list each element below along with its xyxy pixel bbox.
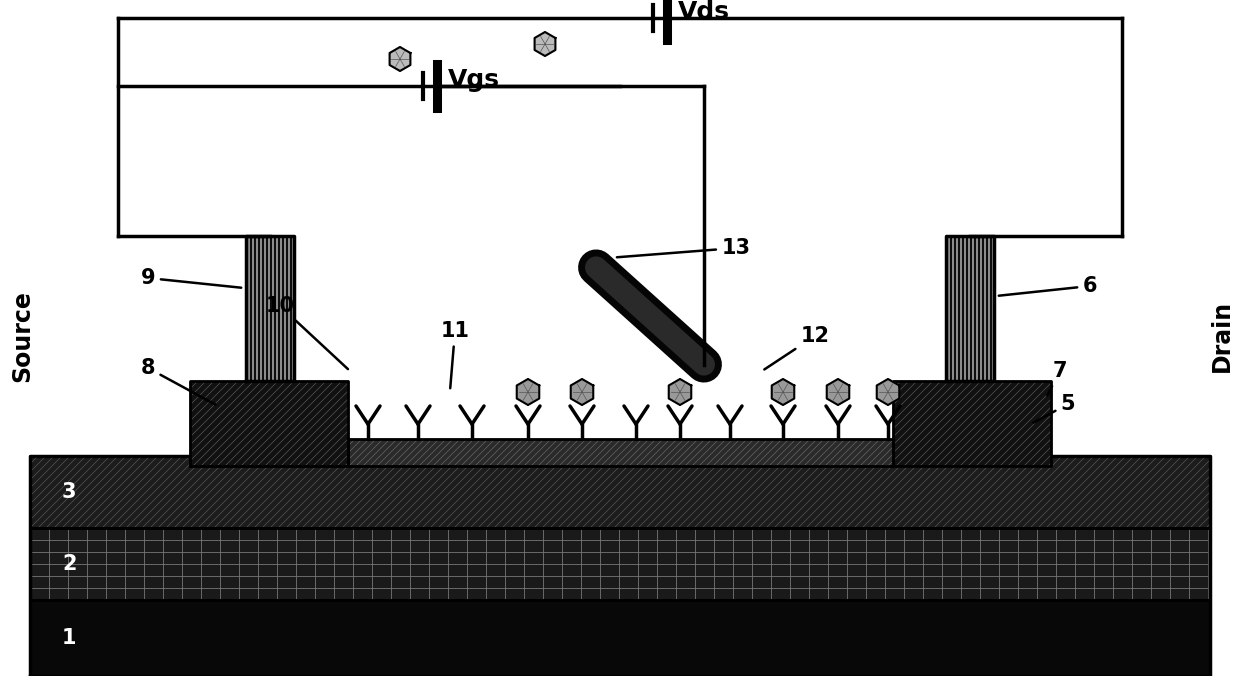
- Text: 7: 7: [1048, 361, 1068, 395]
- Text: 12: 12: [764, 326, 830, 370]
- Text: 5: 5: [1033, 394, 1075, 422]
- Text: 13: 13: [616, 238, 750, 258]
- Text: Vds: Vds: [678, 0, 730, 24]
- Text: Drain: Drain: [1210, 300, 1234, 372]
- Text: 4: 4: [1154, 436, 1169, 456]
- Text: 9: 9: [140, 268, 242, 288]
- Polygon shape: [534, 32, 556, 56]
- Text: 11: 11: [440, 321, 470, 388]
- Text: 6: 6: [998, 276, 1097, 296]
- Text: 2: 2: [62, 554, 77, 574]
- Text: 8: 8: [141, 358, 216, 405]
- Polygon shape: [771, 379, 795, 405]
- Polygon shape: [877, 379, 899, 405]
- Polygon shape: [668, 379, 691, 405]
- Text: 3: 3: [62, 482, 77, 502]
- Text: Vgs: Vgs: [448, 68, 500, 92]
- Text: 1: 1: [62, 628, 77, 648]
- Text: 10: 10: [265, 296, 348, 369]
- Polygon shape: [827, 379, 849, 405]
- Polygon shape: [389, 47, 410, 71]
- Polygon shape: [570, 379, 593, 405]
- Polygon shape: [517, 379, 539, 405]
- Text: Source: Source: [10, 290, 33, 382]
